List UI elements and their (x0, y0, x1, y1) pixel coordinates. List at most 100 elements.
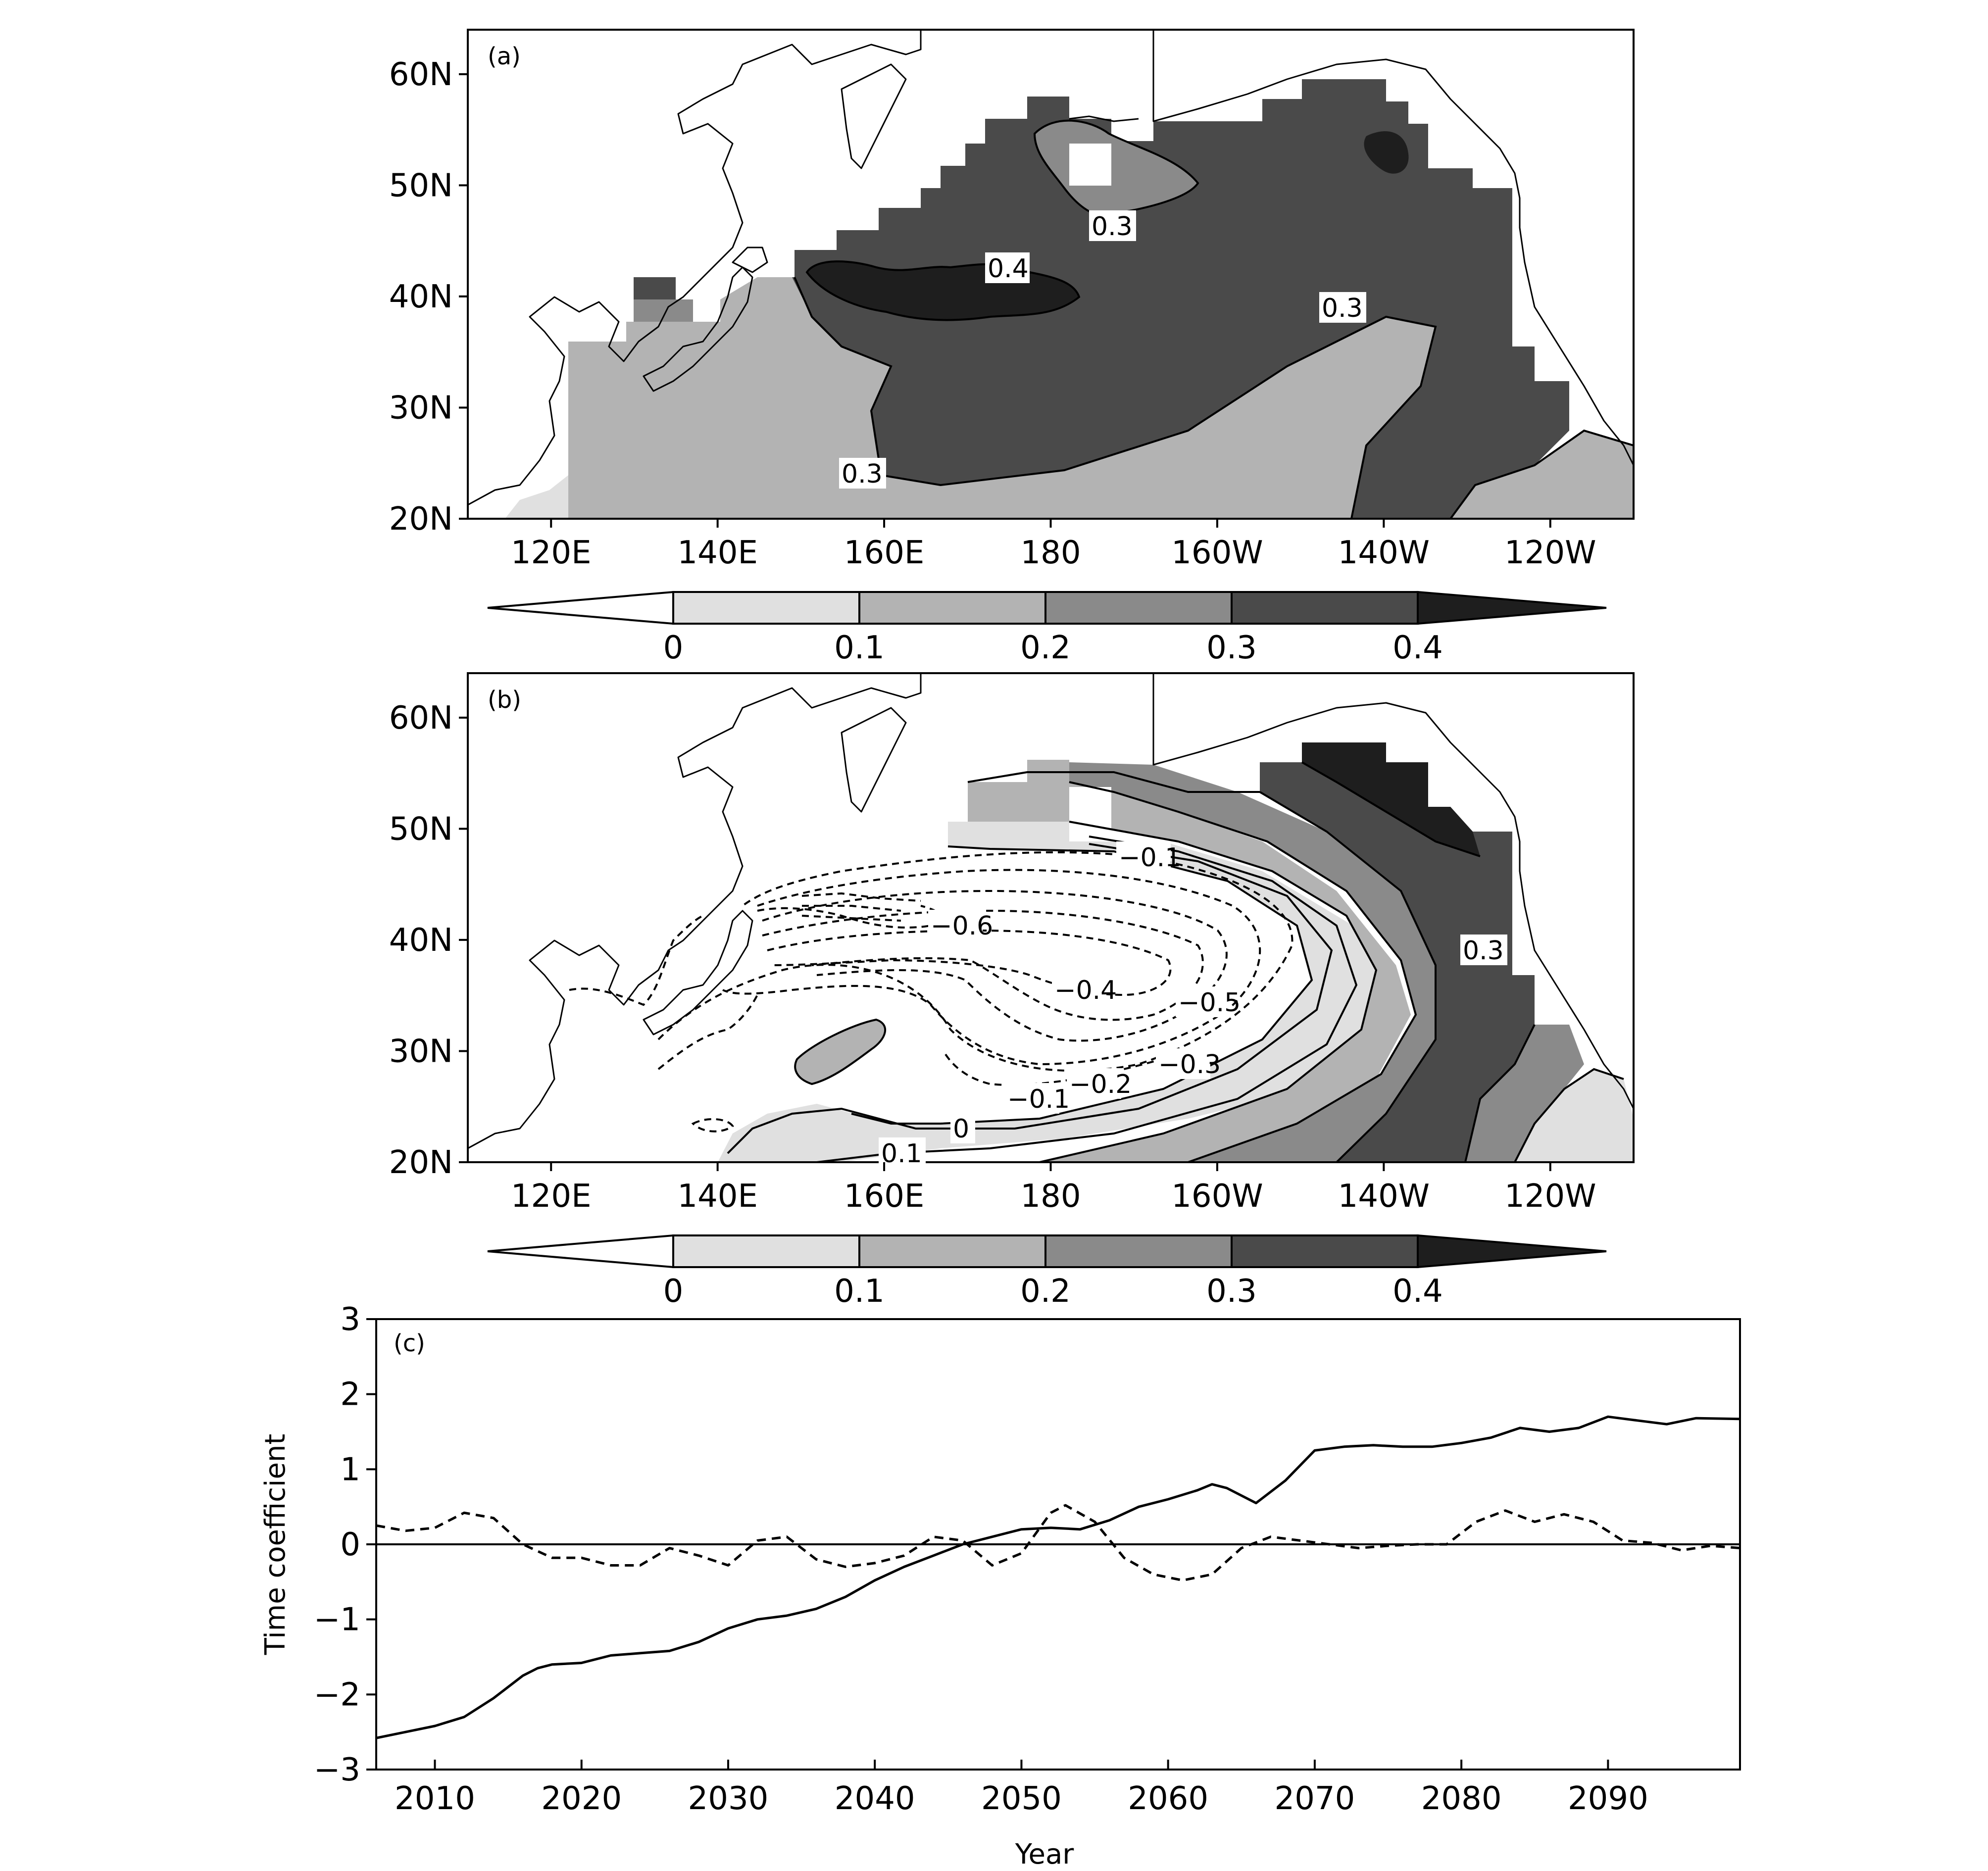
map-panel-a: (a) 0.3 0.4 0.3 0.3 120E 140E 160E 180 160W 1… (389, 29, 1635, 666)
colorbar-tick-label: 0.4 (1392, 630, 1443, 666)
x-tick-label: 2070 (1274, 1780, 1355, 1817)
contour-label-a-1: 0.3 (1092, 212, 1133, 242)
series-c (376, 1415, 1740, 1739)
colorbar-tick-label: 0.2 (1020, 630, 1071, 666)
colorbar-arrow-high (1417, 1234, 1607, 1269)
map-panel-b: (b) −0.1 −0.6 0.3 −0.4 −0.5 −0.3 −0.2 −0… (389, 672, 1635, 1310)
shade-a-dark (792, 79, 1569, 519)
colorbar-a: 0 0.1 0.2 0.3 0.4 (487, 591, 1607, 666)
axes-b: 120E 140E 160E 180 160W 140W 120W 60N 50N 40N 30N 2… (389, 700, 1596, 1215)
contour-b-se (1464, 1024, 1536, 1162)
shade-a-light-se (1450, 431, 1634, 519)
x-tick-label: 160E (844, 1178, 925, 1215)
contour-b-neg-01 (657, 851, 1293, 1072)
x-tick-label: 2040 (835, 1780, 915, 1817)
coastline-a-asia (468, 30, 922, 506)
shade-a-darkest-ne (1364, 131, 1409, 174)
shade-b-se-light (1515, 1069, 1634, 1162)
coastline-a-aleutians (1069, 115, 1139, 122)
contour-label-b-5: −0.5 (1178, 988, 1241, 1018)
y-tick-label: 50N (389, 811, 453, 847)
colorbar-segment (858, 591, 1046, 625)
x-tick-label: 2030 (688, 1780, 769, 1817)
y-tick-label: 40N (389, 922, 453, 959)
axes-c: 2010 2020 2030 2040 2050 2060 2070 2080 2090 3 2 1 0… (314, 1301, 1740, 1817)
contour-label-a-4: 0.3 (842, 459, 883, 489)
x-tick-label: 2010 (395, 1780, 475, 1817)
shade-b-south-light (718, 1104, 851, 1162)
y-axis-title: Time coefficient (259, 1434, 292, 1656)
contour-b-neg-06 (757, 905, 944, 929)
x-tick-label: 2020 (541, 1780, 622, 1817)
contour-label-b-7: −0.2 (1069, 1070, 1132, 1099)
y-tick-label: −1 (314, 1602, 360, 1638)
contour-a-04 (805, 260, 1081, 321)
contour-b-neg-small (691, 1118, 734, 1132)
colorbar-tick-label: 0.3 (1206, 1273, 1257, 1310)
contour-label-b-2: −0.6 (931, 911, 993, 941)
contour-b-0 (727, 843, 1333, 1154)
colorbar-segment (1231, 591, 1419, 625)
x-tick-label: 2050 (981, 1780, 1062, 1817)
colorbar-tick-label: 0.3 (1206, 630, 1257, 666)
colorbar-tick-label: 0.1 (834, 630, 885, 666)
y-tick-label: −3 (314, 1752, 360, 1788)
colorbar-b: 0 0.1 0.2 0.3 0.4 (487, 1234, 1607, 1310)
contour-b-neg-07 (801, 892, 921, 902)
x-tick-label: 140W (1338, 535, 1430, 571)
contour-label-a-3: 0.3 (1322, 294, 1363, 323)
y-tick-label: 3 (340, 1301, 360, 1338)
colorbar-tick-label: 0.2 (1020, 1273, 1071, 1310)
contour-label-b-4: −0.4 (1054, 976, 1117, 1005)
y-tick-label: 50N (389, 167, 453, 204)
series-line-dashed (376, 1504, 1740, 1582)
x-tick-label: 120E (511, 535, 592, 571)
x-tick-label: 2080 (1421, 1780, 1502, 1817)
x-tick-label: 160W (1171, 1178, 1263, 1215)
shade-a-light (568, 277, 1436, 519)
colorbar-segment (1044, 1234, 1233, 1268)
coastline-b-japan (643, 910, 753, 1035)
contour-b-04 (1301, 761, 1481, 857)
y-tick-label: 30N (389, 390, 453, 426)
y-tick-label: 1 (340, 1451, 360, 1488)
shade-a-lightest (505, 475, 568, 519)
contour-a-03-north (1033, 119, 1199, 217)
x-tick-label: 120W (1504, 1178, 1596, 1215)
coastline-a-japan (643, 266, 753, 392)
contour-b-north (967, 771, 1260, 793)
y-tick-label: 30N (389, 1033, 453, 1070)
contour-b-neg-east (944, 1053, 1179, 1086)
colorbar-tick-label: 0 (663, 1273, 684, 1310)
y-tick-label: −2 (314, 1676, 360, 1713)
contour-b-02 (1039, 821, 1378, 1162)
coastline-a-hokkaido (732, 246, 768, 273)
contour-label-b-8: −0.1 (1007, 1084, 1070, 1114)
panel-label-b: (b) (488, 686, 521, 714)
colorbar-segment (672, 591, 860, 625)
colorbar-segment (858, 1234, 1046, 1268)
x-tick-label: 160W (1171, 535, 1263, 571)
x-axis-title: Year (1015, 1838, 1075, 1871)
contour-label-b-3: 0.3 (1463, 936, 1504, 966)
coastline-b-asia (468, 673, 922, 1149)
x-tick-label: 120E (511, 1178, 592, 1215)
colorbar-segment (672, 1234, 860, 1268)
colorbar-tick-label: 0.4 (1392, 1273, 1443, 1310)
colorbar-segment (1231, 1234, 1419, 1268)
coastline-a-alaska (1152, 30, 1634, 466)
contour-b-02b (1069, 781, 1417, 1162)
colorbar-arrow-low (487, 1234, 674, 1269)
coastline-b-alaska (1152, 673, 1634, 1110)
y-tick-label: 20N (389, 1144, 453, 1181)
x-tick-label: 140E (677, 535, 758, 571)
shade-b-se-mid (1465, 1025, 1584, 1162)
contour-b-se2 (1514, 1068, 1624, 1162)
contour-a-se (1449, 429, 1634, 519)
x-tick-label: 160E (844, 535, 925, 571)
x-tick-label: 140E (677, 1178, 758, 1215)
x-tick-label: 140W (1338, 1178, 1430, 1215)
x-tick-label: 180 (1020, 535, 1081, 571)
series-line-solid (376, 1415, 1740, 1739)
